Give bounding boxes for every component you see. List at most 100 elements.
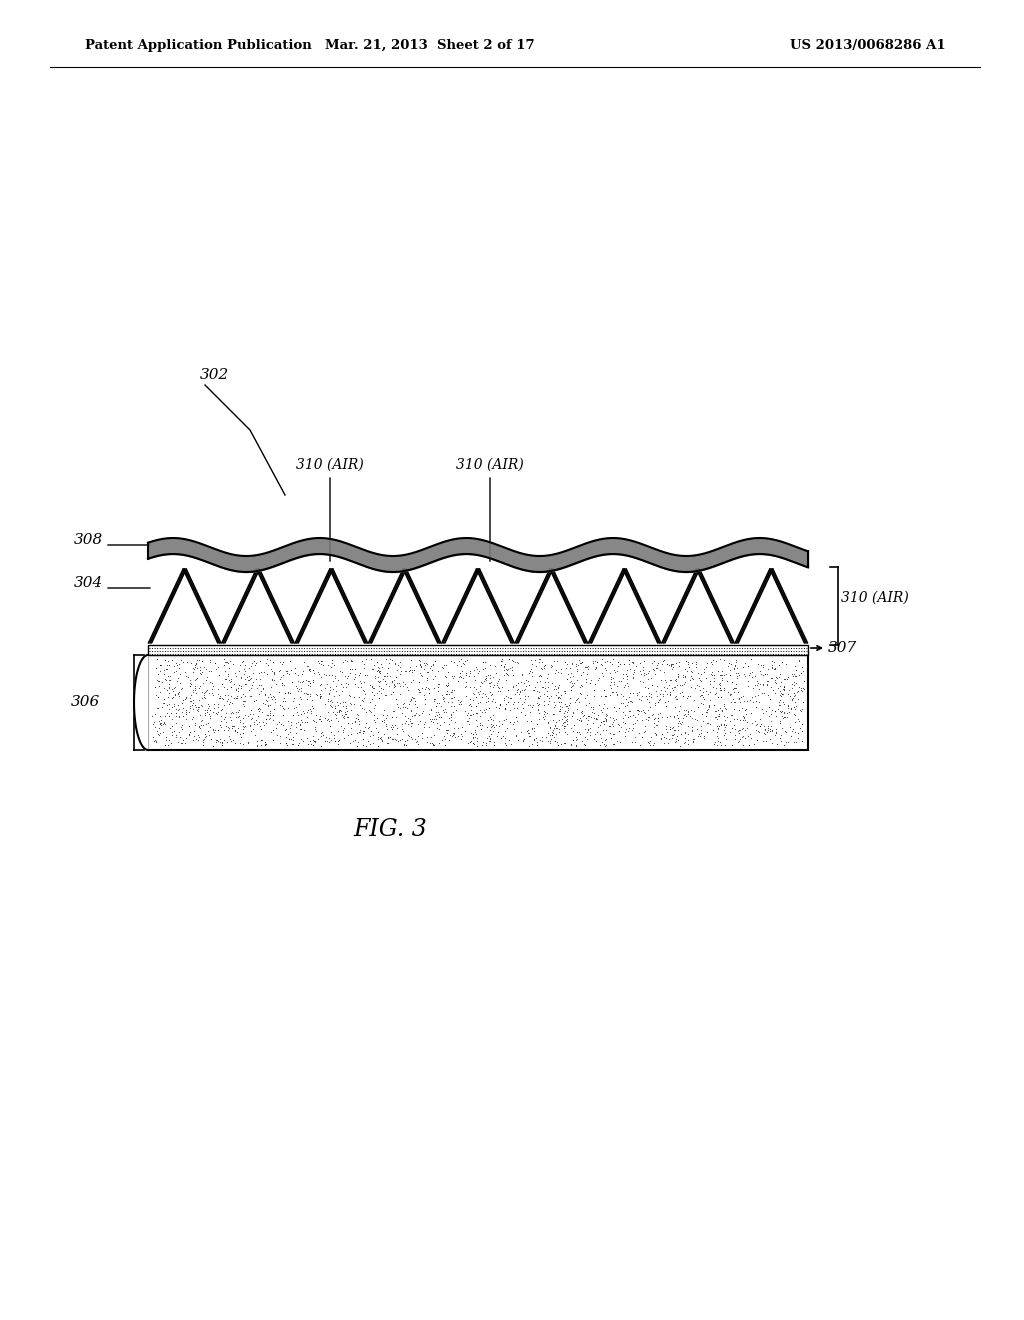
Point [446,665,463,686]
Point [254,678,270,700]
Point [150,723,166,744]
Point [720,656,736,677]
Point [255,677,271,698]
Point [596,693,612,714]
Point [428,709,444,730]
Point [530,700,547,721]
Point [591,668,607,689]
Point [290,735,306,756]
Point [397,735,414,756]
Point [151,710,167,731]
Point [495,726,511,747]
Point [351,671,368,692]
Point [773,701,790,722]
Point [273,675,290,696]
Point [664,725,680,746]
Point [468,723,484,744]
Point [756,715,772,737]
Point [535,706,551,727]
Point [468,656,484,677]
Point [306,719,323,741]
Point [631,688,647,709]
Point [470,692,486,713]
Point [522,701,539,722]
Point [787,659,804,680]
Point [508,706,524,727]
Point [472,713,488,734]
Point [168,702,184,723]
Point [735,734,752,755]
Point [262,676,279,697]
Point [217,661,233,682]
Point [157,734,173,755]
Point [231,655,248,676]
Point [675,664,691,685]
Point [266,669,283,690]
Point [772,676,788,697]
Point [467,719,483,741]
Point [312,688,329,709]
Point [670,715,686,737]
Point [367,665,383,686]
Point [774,684,791,705]
Point [723,653,739,675]
Point [170,682,186,704]
Point [703,665,720,686]
Point [445,696,462,717]
Point [483,714,500,735]
Point [487,697,504,718]
Point [712,677,728,698]
Point [512,671,528,692]
Point [627,713,643,734]
Point [433,730,450,751]
Point [475,659,492,680]
Point [299,684,315,705]
Point [493,655,509,676]
Point [266,688,283,709]
Point [543,655,559,676]
Point [519,710,536,731]
Point [548,718,564,739]
Point [280,682,296,704]
Point [268,718,285,739]
Point [714,664,730,685]
Point [636,701,652,722]
Point [741,723,758,744]
Point [698,681,715,702]
Point [775,678,792,700]
Point [199,669,215,690]
Point [323,690,339,711]
Point [426,677,442,698]
Point [202,706,218,727]
Point [212,715,228,737]
Point [455,717,471,738]
Point [223,731,240,752]
Point [675,667,691,688]
Point [548,685,564,706]
Point [717,717,733,738]
Point [246,651,262,672]
Point [178,708,195,729]
Point [478,733,495,754]
Point [340,673,356,694]
Point [505,676,521,697]
Point [670,713,686,734]
Point [371,729,387,750]
Point [426,690,442,711]
Point [305,669,322,690]
Point [549,651,565,672]
Point [526,721,543,742]
Point [734,697,751,718]
Point [373,729,389,750]
Point [220,669,237,690]
Point [640,677,656,698]
Point [612,693,629,714]
Point [311,686,328,708]
Point [436,725,453,746]
Point [755,657,771,678]
Point [785,697,802,718]
Point [468,710,484,731]
Point [347,659,364,680]
Point [372,661,388,682]
Point [787,696,804,717]
